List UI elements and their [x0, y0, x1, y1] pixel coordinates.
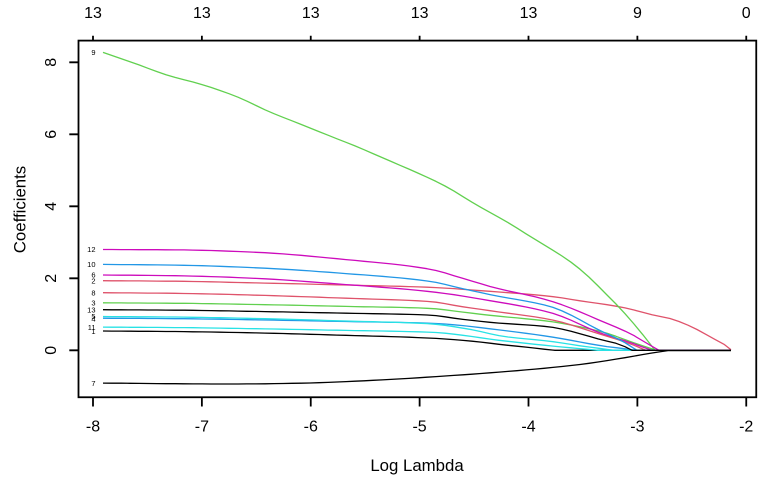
svg-text:13: 13 — [411, 5, 429, 22]
svg-text:9: 9 — [91, 48, 95, 57]
svg-text:4: 4 — [43, 202, 60, 211]
svg-text:2: 2 — [43, 274, 60, 283]
svg-text:3: 3 — [91, 299, 95, 308]
svg-text:Coefficients: Coefficients — [11, 166, 30, 253]
svg-text:0: 0 — [742, 5, 751, 22]
svg-text:13: 13 — [193, 5, 211, 22]
svg-text:Log Lambda: Log Lambda — [370, 456, 464, 475]
svg-text:6: 6 — [91, 271, 95, 280]
svg-text:1: 1 — [91, 327, 95, 336]
svg-text:7: 7 — [91, 379, 95, 388]
svg-text:13: 13 — [87, 305, 95, 314]
svg-text:-4: -4 — [521, 419, 535, 436]
svg-text:4: 4 — [91, 315, 95, 324]
svg-text:13: 13 — [302, 5, 320, 22]
svg-text:0: 0 — [43, 346, 60, 355]
svg-text:-2: -2 — [739, 419, 753, 436]
svg-text:9: 9 — [633, 5, 642, 22]
svg-text:13: 13 — [84, 5, 102, 22]
svg-text:-6: -6 — [304, 419, 318, 436]
svg-text:10: 10 — [87, 260, 95, 269]
svg-text:13: 13 — [520, 5, 538, 22]
svg-text:5: 5 — [91, 312, 95, 321]
svg-text:11: 11 — [88, 323, 96, 332]
svg-text:6: 6 — [43, 130, 60, 139]
svg-text:-8: -8 — [86, 419, 100, 436]
svg-text:8: 8 — [91, 288, 95, 297]
svg-text:-5: -5 — [412, 419, 426, 436]
svg-text:12: 12 — [87, 245, 95, 254]
svg-text:-3: -3 — [630, 419, 644, 436]
svg-text:8: 8 — [43, 58, 60, 67]
svg-text:2: 2 — [91, 277, 95, 286]
svg-text:-7: -7 — [195, 419, 209, 436]
